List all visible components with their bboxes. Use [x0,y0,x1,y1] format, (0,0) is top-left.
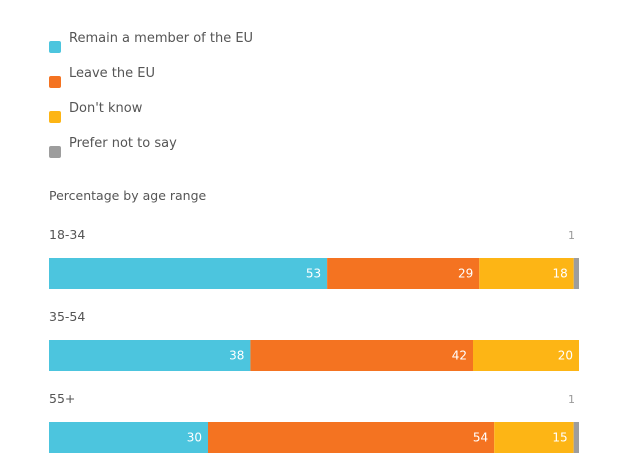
chart-subtitle: Percentage by age range [49,188,207,203]
data-label-35-54-0: 38 [229,349,244,363]
bar-segment-55--0 [49,422,208,453]
legend-swatch-dont-know [49,110,61,123]
bar-segment-18-34-3 [573,258,579,289]
bar-segment-35-54-0 [49,340,251,371]
legend-item-leave: Leave the EU [49,60,253,95]
data-label-18-34-0: 53 [306,267,321,281]
bar-segment-35-54-1 [250,340,473,371]
outside-label-55-: 1 [568,393,575,406]
legend: Remain a member of the EU Leave the EU D… [49,25,253,165]
bar-segment-55--1 [208,422,495,453]
legend-label-dont-know: Don't know [69,101,143,116]
data-label-18-34-2: 18 [552,267,567,281]
bar-segment-55--2 [494,422,574,453]
data-label-55--2: 15 [552,431,567,445]
legend-label-prefer-not: Prefer not to say [69,136,177,151]
bar-segment-18-34-0 [49,258,328,289]
legend-item-dont-know: Don't know [49,95,253,130]
legend-swatch-prefer-not [49,145,61,158]
legend-label-leave: Leave the EU [69,66,155,81]
data-label-55--1: 54 [473,431,488,445]
legend-swatch-remain [49,40,61,53]
legend-item-remain: Remain a member of the EU [49,25,253,60]
category-label-18-34: 18-34 [49,227,85,242]
legend-label-remain: Remain a member of the EU [69,31,254,46]
legend-swatch-leave [49,75,61,88]
data-label-35-54-1: 42 [452,349,467,363]
bar-segment-18-34-1 [327,258,480,289]
bar-segment-35-54-2 [473,340,579,371]
bar-segment-18-34-2 [479,258,574,289]
category-label-35-54: 35-54 [49,309,85,324]
data-label-18-34-1: 29 [458,267,473,281]
bar-segment-55--3 [573,422,579,453]
category-label-55-: 55+ [49,391,75,406]
data-label-35-54-2: 20 [558,349,573,363]
data-label-55--0: 30 [187,431,202,445]
outside-label-18-34: 1 [568,229,575,242]
legend-item-prefer-not: Prefer not to say [49,130,253,165]
